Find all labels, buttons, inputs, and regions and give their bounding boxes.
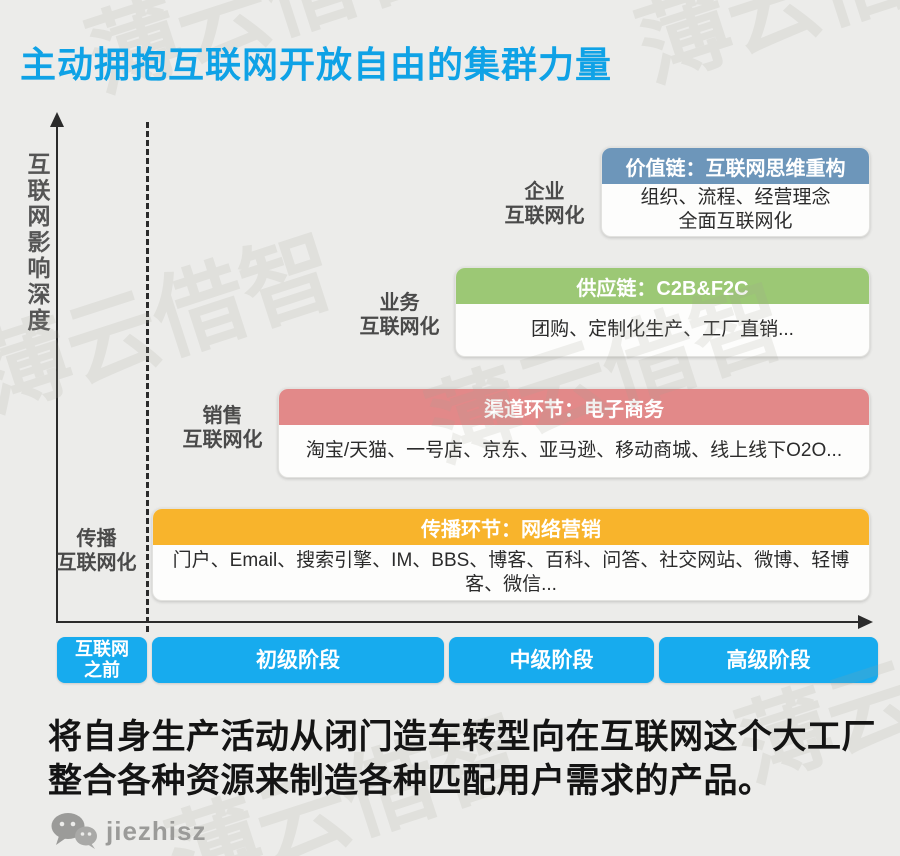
stage-label-line: 之前 (84, 660, 120, 680)
stage-label-line: 初级阶段 (256, 648, 340, 672)
y-axis-label: 互联网影响深度 (24, 152, 50, 334)
tier-label-line: 传播 (76, 528, 117, 550)
stage-label-line: 中级阶段 (509, 648, 594, 672)
tier-body-line: 组织、流程、经营理念 (640, 187, 831, 208)
brand-logo: jiezhisz (50, 812, 206, 850)
x-axis-line (56, 621, 862, 623)
tier-label-line: 业务 (379, 292, 420, 314)
tier-box-header: 传播环节：网络营销 (153, 509, 869, 545)
stage-label-line: 高级阶段 (726, 648, 811, 672)
tier-box-supply-chain: 供应链：C2B&F2C 团购、定制化生产、工厂直销... (455, 267, 870, 357)
tier-label-sales: 销售 互联网化 (170, 404, 275, 452)
watermark-text: 薄云借智 (618, 0, 900, 107)
tier-label-spreading: 传播 互联网化 (44, 527, 149, 575)
stage-label-line: 互联网 (75, 639, 129, 659)
tier-body-line: 团购、定制化生产、工厂直销... (531, 319, 794, 340)
tier-body-line: 淘宝/天猫、一号店、京东、亚马逊、移动商城、线上线下O2O... (305, 440, 843, 461)
footer-summary: 将自身生产活动从闭门造车转型向在互联网这个大工厂 整合各种资源来制造各种匹配用户… (48, 715, 888, 803)
page-title: 主动拥抱互联网开放自由的集群力量 (20, 44, 613, 85)
tier-label-business: 业务 互联网化 (347, 291, 452, 339)
tier-box-header: 渠道环节：电子商务 (279, 389, 869, 425)
y-axis-line (56, 126, 58, 622)
tier-body-line: 门户、Email、搜索引擎、IM、BBS、博客、百科、问答、社交网站、微博、轻博… (172, 549, 850, 595)
pre-internet-divider (146, 122, 149, 632)
tier-box-channel: 渠道环节：电子商务 淘宝/天猫、一号店、京东、亚马逊、移动商城、线上线下O2O.… (278, 388, 870, 478)
tier-box-header: 价值链：互联网思维重构 (602, 148, 869, 184)
tier-box-body: 团购、定制化生产、工厂直销... (456, 304, 869, 356)
stage-intermediate: 中级阶段 (449, 637, 654, 683)
tier-box-value-chain: 价值链：互联网思维重构 组织、流程、经营理念 全面互联网化 (601, 147, 870, 237)
tier-box-body: 门户、Email、搜索引擎、IM、BBS、博客、百科、问答、社交网站、微博、轻博… (153, 545, 869, 600)
wechat-icon (51, 813, 97, 849)
x-axis-arrowhead-icon (858, 615, 873, 629)
tier-label-line: 互联网化 (504, 205, 585, 227)
stage-pre-internet: 互联网 之前 (57, 637, 147, 683)
tier-body-line: 全面互联网化 (678, 211, 793, 232)
tier-box-body: 组织、流程、经营理念 全面互联网化 (602, 184, 869, 236)
tier-box-header: 供应链：C2B&F2C (456, 268, 869, 304)
tier-box-body: 淘宝/天猫、一号店、京东、亚马逊、移动商城、线上线下O2O... (279, 425, 869, 477)
tier-label-line: 销售 (202, 405, 243, 427)
stage-primary: 初级阶段 (152, 637, 444, 683)
y-axis-arrowhead-icon (50, 112, 64, 127)
tier-box-marketing: 传播环节：网络营销 门户、Email、搜索引擎、IM、BBS、博客、百科、问答、… (152, 508, 870, 601)
tier-label-line: 互联网化 (359, 316, 440, 338)
footer-summary-line: 将自身生产活动从闭门造车转型向在互联网这个大工厂 (48, 718, 876, 756)
tier-label-enterprise: 企业 互联网化 (492, 180, 597, 228)
stage-advanced: 高级阶段 (659, 637, 878, 683)
tier-label-line: 企业 (524, 181, 565, 203)
wechat-id: jiezhisz (106, 815, 207, 846)
footer-summary-line: 整合各种资源来制造各种匹配用户需求的产品。 (48, 762, 773, 800)
tier-label-line: 互联网化 (182, 429, 263, 451)
tier-label-line: 互联网化 (56, 552, 137, 574)
